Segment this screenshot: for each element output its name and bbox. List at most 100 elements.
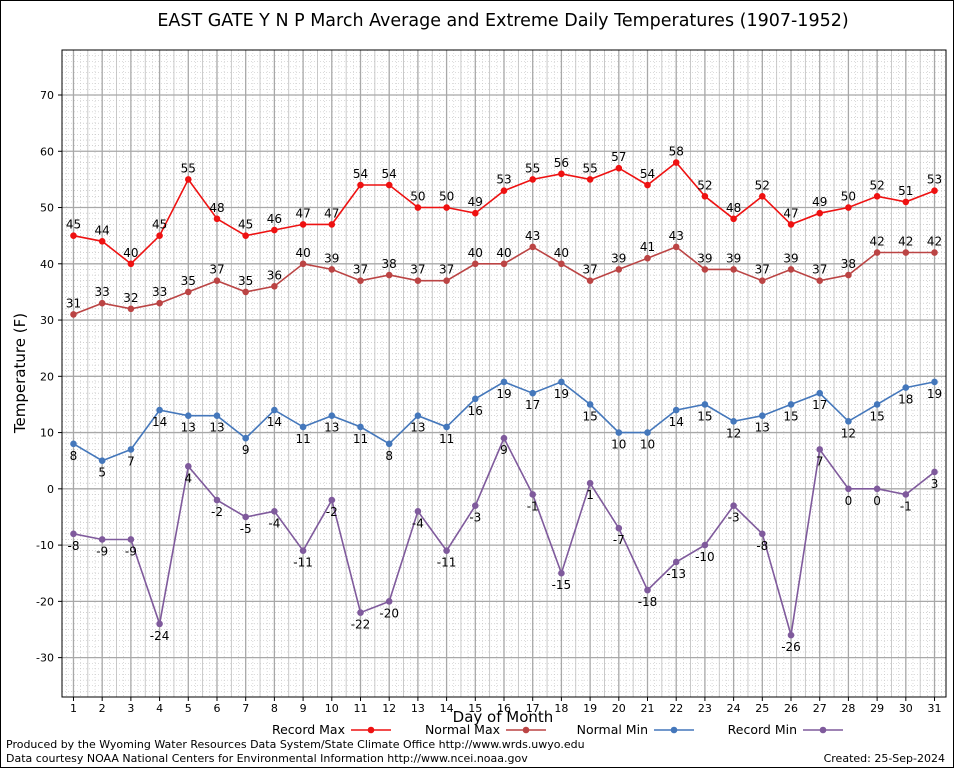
record-max-data-label: 51 [898, 184, 913, 198]
record-min-data-label: -11 [437, 556, 457, 570]
normal-min-point [184, 412, 192, 419]
record-max-data-label: 50 [439, 190, 454, 204]
normal-max-data-label: 37 [353, 263, 368, 277]
x-tick-label: 2 [99, 702, 106, 715]
y-tick-label: -10 [36, 539, 54, 552]
x-tick-label: 26 [784, 702, 798, 715]
x-tick-label: 21 [641, 702, 655, 715]
record-max-data-label: 47 [324, 206, 339, 220]
record-max-point [98, 237, 106, 245]
x-tick-label: 24 [727, 702, 741, 715]
record-min-data-label: -8 [756, 539, 768, 553]
record-min-data-label: 1 [586, 488, 594, 502]
x-tick-label: 23 [698, 702, 712, 715]
record-min-data-label: -3 [728, 511, 740, 525]
grid-lines [62, 50, 946, 697]
x-tick-label: 11 [353, 702, 367, 715]
record-min-point [271, 508, 278, 515]
x-tick-label: 17 [526, 702, 540, 715]
record-max-point [615, 164, 623, 172]
record-min-data-label: -4 [268, 516, 280, 530]
record-max-data-label: 40 [123, 246, 138, 260]
record-min-point [443, 547, 450, 555]
normal-max-data-label: 37 [209, 263, 224, 277]
normal-min-point [586, 401, 594, 408]
normal-min-data-label: 17 [525, 398, 540, 412]
normal-min-point [98, 457, 106, 465]
y-tick-label: 60 [40, 145, 54, 158]
x-tick-label: 16 [497, 702, 511, 715]
normal-min-point [156, 406, 163, 414]
x-tick-label: 27 [813, 702, 827, 715]
x-tick-label: 4 [156, 702, 163, 715]
normal-max-point [328, 266, 336, 273]
normal-max-point [443, 277, 450, 284]
chart-title: EAST GATE Y N P March Average and Extrem… [157, 11, 848, 31]
normal-max-data-label: 42 [898, 235, 913, 249]
record-min-data-label: -11 [293, 556, 313, 570]
y-tick-label: 40 [40, 258, 54, 271]
x-tick-label: 29 [870, 702, 884, 715]
normal-max-data-label: 39 [783, 251, 798, 265]
normal-min-point [730, 418, 737, 425]
record-max-data-label: 54 [640, 167, 655, 181]
record-min-data-label: 4 [184, 471, 192, 485]
normal-min-legend-label: Normal Min [577, 722, 648, 737]
normal-min-point [787, 401, 795, 408]
normal-max-point [902, 249, 910, 256]
normal-min-data-label: 10 [640, 438, 655, 452]
normal-min-data-label: 19 [554, 387, 569, 401]
legend: Record Max Normal Max Normal Min Record Min [272, 722, 843, 737]
record-min-data-label: 0 [873, 494, 881, 508]
normal-max-point [213, 277, 221, 284]
record-max-data-label: 53 [496, 173, 511, 187]
normal-max-data-label: 31 [66, 296, 81, 310]
normal-min-point [127, 446, 135, 453]
record-max-point [931, 187, 938, 194]
normal-min-point [242, 434, 249, 442]
normal-min-point [271, 406, 278, 414]
normal-max-point [385, 271, 393, 279]
record-max-data-label: 55 [525, 161, 540, 175]
normal-min-point [845, 418, 852, 425]
record-min-point [615, 524, 623, 532]
x-tick-label: 5 [185, 702, 192, 715]
x-tick-label: 8 [271, 702, 278, 715]
created-date: Created: 25-Sep-2024 [823, 752, 945, 765]
record-max-data-label: 47 [783, 206, 798, 220]
normal-max-data-label: 33 [152, 285, 167, 299]
y-tick-label: 30 [40, 314, 54, 327]
record-max-point [213, 215, 221, 223]
normal-max-point [184, 288, 192, 296]
record-max-point [242, 232, 249, 239]
normal-min-point [558, 378, 565, 386]
normal-min-point [672, 406, 680, 414]
record-min-data-label: 9 [500, 443, 508, 457]
normal-min-point [70, 440, 77, 448]
record-min-legend-marker [819, 726, 827, 734]
record-max-point [328, 221, 336, 228]
normal-min-data-label: 19 [927, 387, 942, 401]
x-tick-label: 22 [669, 702, 683, 715]
normal-min-point [213, 412, 221, 419]
normal-max-data-label: 38 [841, 257, 856, 271]
record-max-data-label: 45 [152, 218, 167, 232]
record-max-data-label: 52 [869, 178, 884, 192]
record-min-data-label: -8 [67, 539, 79, 553]
record-min-point [931, 468, 938, 476]
record-max-data-label: 48 [726, 201, 741, 215]
normal-min-point [443, 423, 450, 431]
x-tick-label: 18 [554, 702, 568, 715]
record-min-point [759, 530, 766, 538]
record-max-point [271, 226, 278, 234]
record-min-point [558, 569, 565, 577]
y-tick-label: 20 [40, 370, 54, 383]
record-max-data-label: 49 [812, 195, 827, 209]
record-min-data-label: -7 [613, 533, 625, 547]
normal-min-data-label: 14 [669, 415, 684, 429]
record-min-point [701, 541, 709, 549]
normal-min-point [644, 429, 651, 436]
record-min-point [385, 598, 393, 605]
record-min-point [127, 536, 135, 543]
normal-min-data-label: 17 [812, 398, 827, 412]
